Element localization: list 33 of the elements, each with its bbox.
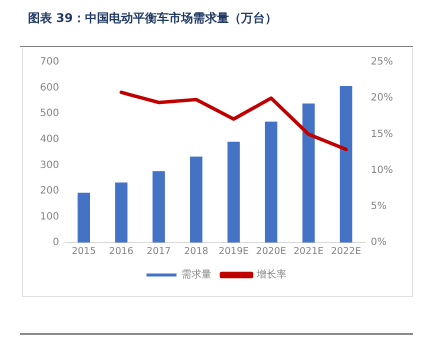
x-tick-label: 2016 (109, 246, 134, 257)
x-tick-label: 2015 (72, 246, 96, 257)
y-tick-label: 200 (40, 186, 60, 197)
y2-tick-label: 5% (370, 201, 387, 212)
x-tick-label: 2018 (184, 246, 208, 257)
legend-label: 需求量 (182, 268, 212, 281)
y2-tick-label: 0% (370, 237, 387, 248)
y2-tick-label: 15% (370, 128, 394, 140)
y2-tick-label: 20% (370, 92, 394, 104)
chart-title: 图表 39：中国电动平衡车市场需求量（万台） (28, 10, 277, 27)
bar (227, 142, 240, 243)
y-tick-label: 100 (40, 211, 60, 222)
x-tick-label: 2021E (293, 246, 324, 257)
x-tick-label: 2020E (256, 246, 286, 257)
bar (340, 86, 352, 243)
y-tick-label: 300 (40, 160, 60, 171)
y-tick-label: 0 (52, 237, 60, 248)
y-tick-label: 500 (40, 108, 60, 120)
y2-tick-label: 10% (370, 164, 394, 176)
bar (115, 182, 128, 243)
y-tick-label: 700 (40, 56, 60, 68)
bar (264, 122, 278, 243)
x-tick-label: 2017 (146, 246, 171, 257)
x-tick-label: 2019E (218, 246, 249, 257)
x-tick-label: 2022E (330, 246, 362, 257)
y-tick-label: 400 (40, 134, 60, 145)
bar (152, 171, 165, 243)
bar (190, 156, 202, 243)
bar (78, 192, 90, 243)
y2-tick-label: 25% (370, 56, 394, 68)
bar (302, 104, 315, 243)
legend-label: 增长率 (256, 268, 286, 281)
y-tick-label: 600 (40, 82, 60, 94)
